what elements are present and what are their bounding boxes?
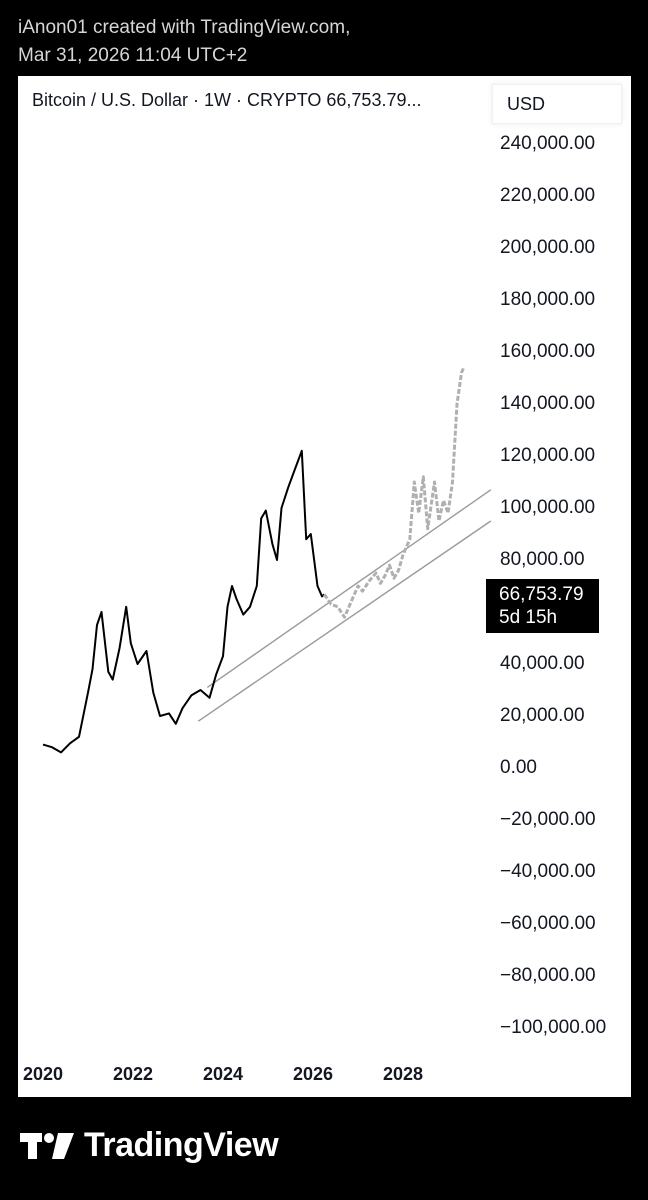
time-axis-label: 2024	[202, 1064, 244, 1084]
tradingview-logo-icon	[20, 1132, 74, 1159]
price-axis-label: 240,000.00	[500, 133, 596, 154]
channel-lower-line	[197, 520, 492, 722]
price-axis-label: −100,000.00	[500, 1017, 607, 1038]
tradingview-logo: TradingView	[20, 1126, 279, 1165]
price-chart[interactable]	[18, 76, 631, 1097]
time-axis-label: 2022	[112, 1064, 154, 1084]
price-axis-label: −60,000.00	[500, 913, 596, 934]
price-axis-label: 0.00	[500, 757, 537, 778]
time-axis-label: 2028	[382, 1064, 424, 1084]
bar-countdown: 5d 15h	[499, 607, 558, 628]
time-axis-label: 2020	[22, 1064, 64, 1084]
price-axis-label: 180,000.00	[500, 289, 596, 310]
price-axis-label: 80,000.00	[500, 549, 585, 570]
price-axis-label: 20,000.00	[500, 705, 585, 726]
price-axis-label: 160,000.00	[500, 341, 596, 362]
channel-upper-line	[206, 489, 492, 688]
price-axis-label: 220,000.00	[500, 185, 596, 206]
price-axis-label: 100,000.00	[500, 497, 596, 518]
price-axis-label: 40,000.00	[500, 653, 585, 674]
currency-button[interactable]: USD	[492, 84, 622, 124]
price-axis-label: 200,000.00	[500, 237, 596, 258]
price-series	[42, 367, 466, 754]
chart-panel: Bitcoin / U.S. Dollar · 1W · CRYPTO 66,7…	[18, 76, 631, 1097]
timestamp-line: Mar 31, 2026 11:04 UTC+2	[18, 45, 248, 66]
last-price-value: 66,753.79	[499, 584, 584, 605]
price-axis-label: 140,000.00	[500, 393, 596, 414]
price-axis-label: −20,000.00	[500, 809, 596, 830]
price-projection-line	[323, 367, 466, 619]
last-price-tag: 66,753.79 5d 15h	[486, 579, 599, 633]
price-axis-label: −40,000.00	[500, 861, 596, 882]
price-axis-label: 120,000.00	[500, 445, 596, 466]
brand-name: TradingView	[84, 1126, 279, 1164]
time-axis-label: 2026	[292, 1064, 334, 1084]
author-line: iAnon01 created with TradingView.com,	[18, 17, 351, 38]
price-history-line	[42, 449, 325, 754]
channel-lines	[197, 489, 492, 722]
chart-title: Bitcoin / U.S. Dollar · 1W · CRYPTO 66,7…	[32, 90, 422, 110]
price-axis-label: −80,000.00	[500, 965, 596, 986]
share-header: iAnon01 created with TradingView.com, Ma…	[18, 14, 350, 70]
